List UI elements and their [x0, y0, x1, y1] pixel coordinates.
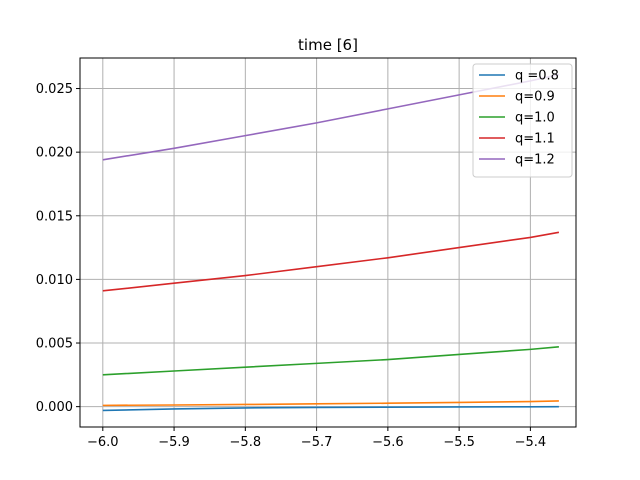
y-tick-label: 0.005 [36, 337, 73, 352]
y-tick-label: 0.025 [36, 82, 73, 97]
x-tick-label: −5.6 [372, 435, 404, 450]
legend-label: q=0.9 [515, 90, 555, 105]
x-tick-label: −5.7 [301, 435, 333, 450]
series-line-3 [102, 231, 560, 292]
legend-box [472, 63, 573, 178]
series-layer [102, 73, 560, 412]
legend-label: q=1.0 [515, 111, 555, 126]
legend: q =0.8 q=0.9 q=1.0 q=1.1 q=1.2 [472, 63, 573, 178]
series-line-2 [102, 346, 559, 376]
x-tick-label: −5.5 [443, 435, 475, 450]
x-tick-label: −5.9 [158, 435, 190, 450]
plot-frame [79, 57, 577, 428]
series-line-0 [102, 405, 559, 412]
x-tick-label: −5.8 [230, 435, 262, 450]
chart-title: time [6] [298, 36, 358, 54]
legend-label: q=1.1 [515, 132, 555, 147]
series-line-1 [102, 400, 559, 407]
y-tick-label: 0.020 [36, 146, 73, 161]
y-tick-label: 0.015 [36, 209, 73, 224]
x-tick-label: −6.0 [87, 435, 119, 450]
x-tick-label: −5.4 [515, 435, 547, 450]
grid-layer [80, 58, 576, 427]
legend-label: q =0.8 [515, 69, 559, 84]
tick-layer: −6.0 −5.9 −5.8 −5.7 −5.6 −5.5 −5.4 0.000 0.005 0.… [36, 82, 546, 450]
legend-label: q=1.2 [515, 153, 555, 168]
y-tick-label: 0.010 [36, 273, 73, 288]
y-tick-label: 0.000 [36, 400, 73, 415]
